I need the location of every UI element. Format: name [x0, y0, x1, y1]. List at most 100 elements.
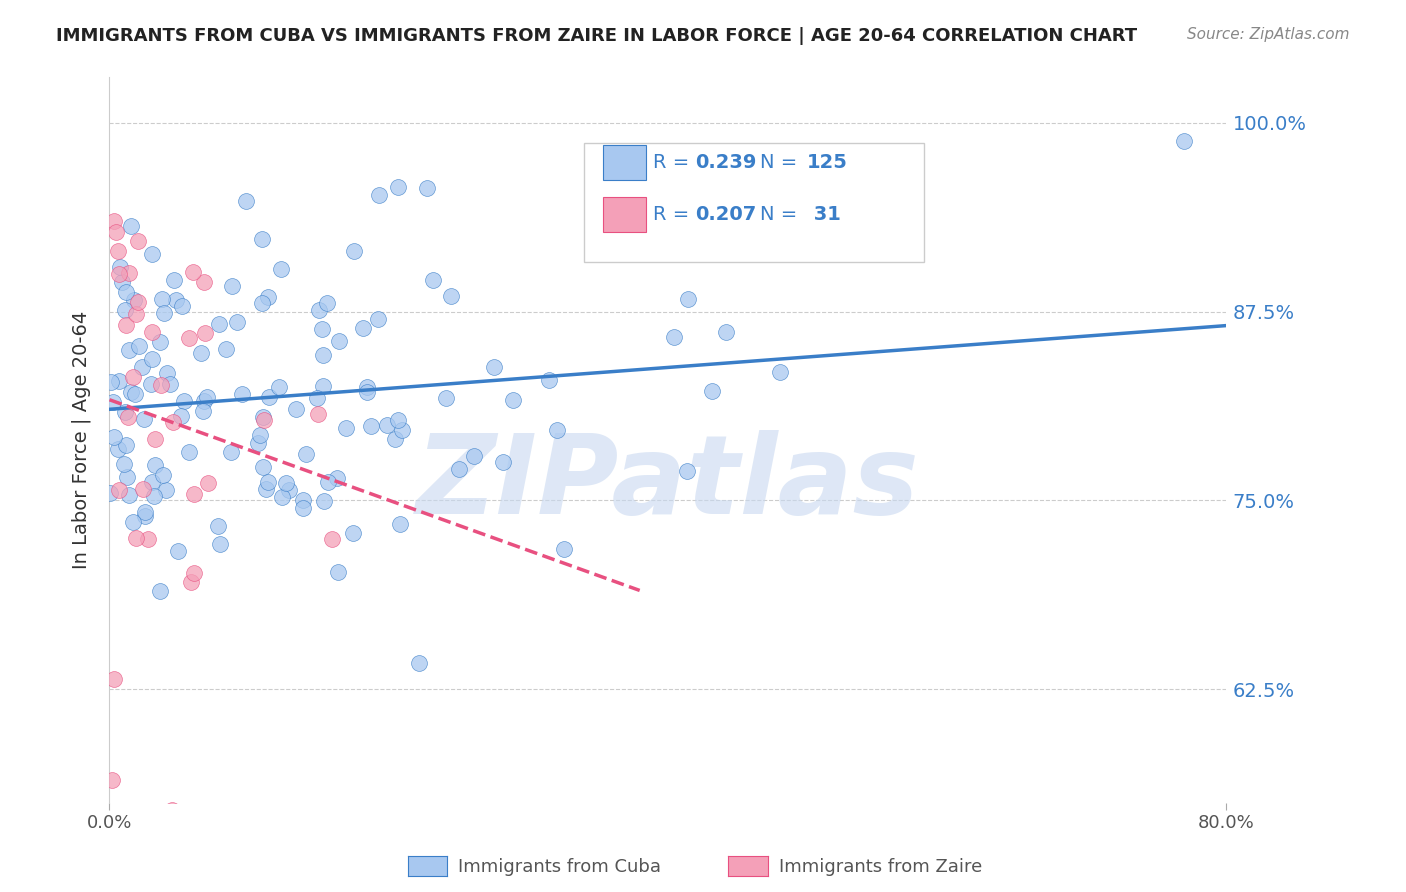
Point — [356, 384, 378, 399]
Point — [714, 325, 737, 339]
Text: N =: N = — [761, 153, 804, 172]
Point — [246, 436, 269, 450]
Point — [101, 772, 124, 787]
Point — [121, 515, 143, 529]
Point — [1173, 134, 1195, 148]
FancyBboxPatch shape — [583, 143, 924, 262]
Point — [312, 379, 335, 393]
Point — [115, 438, 138, 452]
Point — [107, 375, 129, 389]
Point — [136, 532, 159, 546]
Point — [328, 565, 350, 579]
Point — [170, 409, 193, 424]
Point — [292, 493, 315, 508]
Point — [252, 409, 274, 424]
Point — [235, 194, 257, 209]
Point — [367, 311, 389, 326]
Point — [134, 411, 156, 425]
Text: ZIPatlas: ZIPatlas — [416, 430, 920, 537]
Point — [177, 331, 200, 345]
Text: Immigrants from Zaire: Immigrants from Zaire — [779, 858, 983, 876]
Point — [307, 391, 329, 405]
Point — [267, 380, 290, 394]
Text: R =: R = — [652, 205, 696, 224]
Point — [103, 430, 125, 444]
Point — [118, 266, 141, 280]
Point — [252, 460, 274, 475]
Point — [152, 468, 174, 483]
Point — [121, 369, 143, 384]
Text: IMMIGRANTS FROM CUBA VS IMMIGRANTS FROM ZAIRE IN LABOR FORCE | AGE 20-64 CORRELA: IMMIGRANTS FROM CUBA VS IMMIGRANTS FROM … — [56, 27, 1137, 45]
Point — [156, 366, 179, 380]
Point — [141, 325, 163, 339]
Point — [155, 483, 177, 498]
Point — [434, 391, 457, 405]
Point — [120, 385, 142, 400]
Point — [141, 247, 163, 261]
Point — [103, 214, 125, 228]
Point — [124, 386, 146, 401]
Point — [276, 475, 298, 490]
Point — [177, 445, 200, 459]
Point — [270, 491, 292, 505]
Point — [134, 505, 156, 519]
Point — [277, 483, 299, 497]
Point — [122, 293, 145, 307]
Point — [162, 415, 184, 429]
Point — [162, 803, 184, 817]
Point — [307, 408, 329, 422]
Point — [546, 423, 568, 437]
Point — [173, 394, 195, 409]
Text: 0.239: 0.239 — [696, 153, 756, 172]
Point — [107, 244, 129, 259]
Point — [153, 306, 176, 320]
Point — [141, 351, 163, 366]
Point — [375, 418, 398, 433]
Point — [360, 419, 382, 434]
Point — [208, 317, 231, 331]
Point — [195, 390, 218, 404]
Point — [114, 405, 136, 419]
Point — [553, 541, 575, 556]
Point — [342, 526, 364, 541]
Point — [103, 672, 125, 686]
Point — [215, 343, 238, 357]
Point — [676, 292, 699, 306]
Point — [249, 428, 271, 442]
Point — [107, 442, 129, 457]
Point — [387, 179, 409, 194]
Point — [352, 320, 374, 334]
Point — [292, 500, 315, 515]
Point — [321, 533, 343, 547]
Point — [231, 387, 253, 401]
Point — [221, 445, 243, 459]
Point — [105, 225, 128, 239]
Point — [209, 536, 232, 550]
Point — [112, 458, 135, 472]
Point — [163, 273, 186, 287]
Point — [193, 394, 215, 409]
Point — [117, 409, 139, 424]
Point — [134, 509, 156, 524]
Point — [257, 475, 280, 490]
Point — [149, 377, 172, 392]
Point — [416, 181, 439, 195]
Point — [114, 303, 136, 318]
Point — [108, 260, 131, 275]
Point — [98, 485, 121, 500]
Point — [101, 394, 124, 409]
Point — [422, 273, 444, 287]
Point — [141, 475, 163, 490]
Point — [108, 483, 131, 497]
Point — [125, 306, 148, 320]
Point — [127, 234, 149, 248]
Point — [335, 421, 357, 435]
Point — [165, 293, 187, 307]
Point — [312, 494, 335, 508]
Point — [197, 476, 219, 491]
Point — [114, 285, 136, 299]
Text: 125: 125 — [807, 153, 848, 172]
Point — [128, 338, 150, 352]
Point — [191, 404, 214, 418]
Text: Immigrants from Cuba: Immigrants from Cuba — [458, 858, 661, 876]
